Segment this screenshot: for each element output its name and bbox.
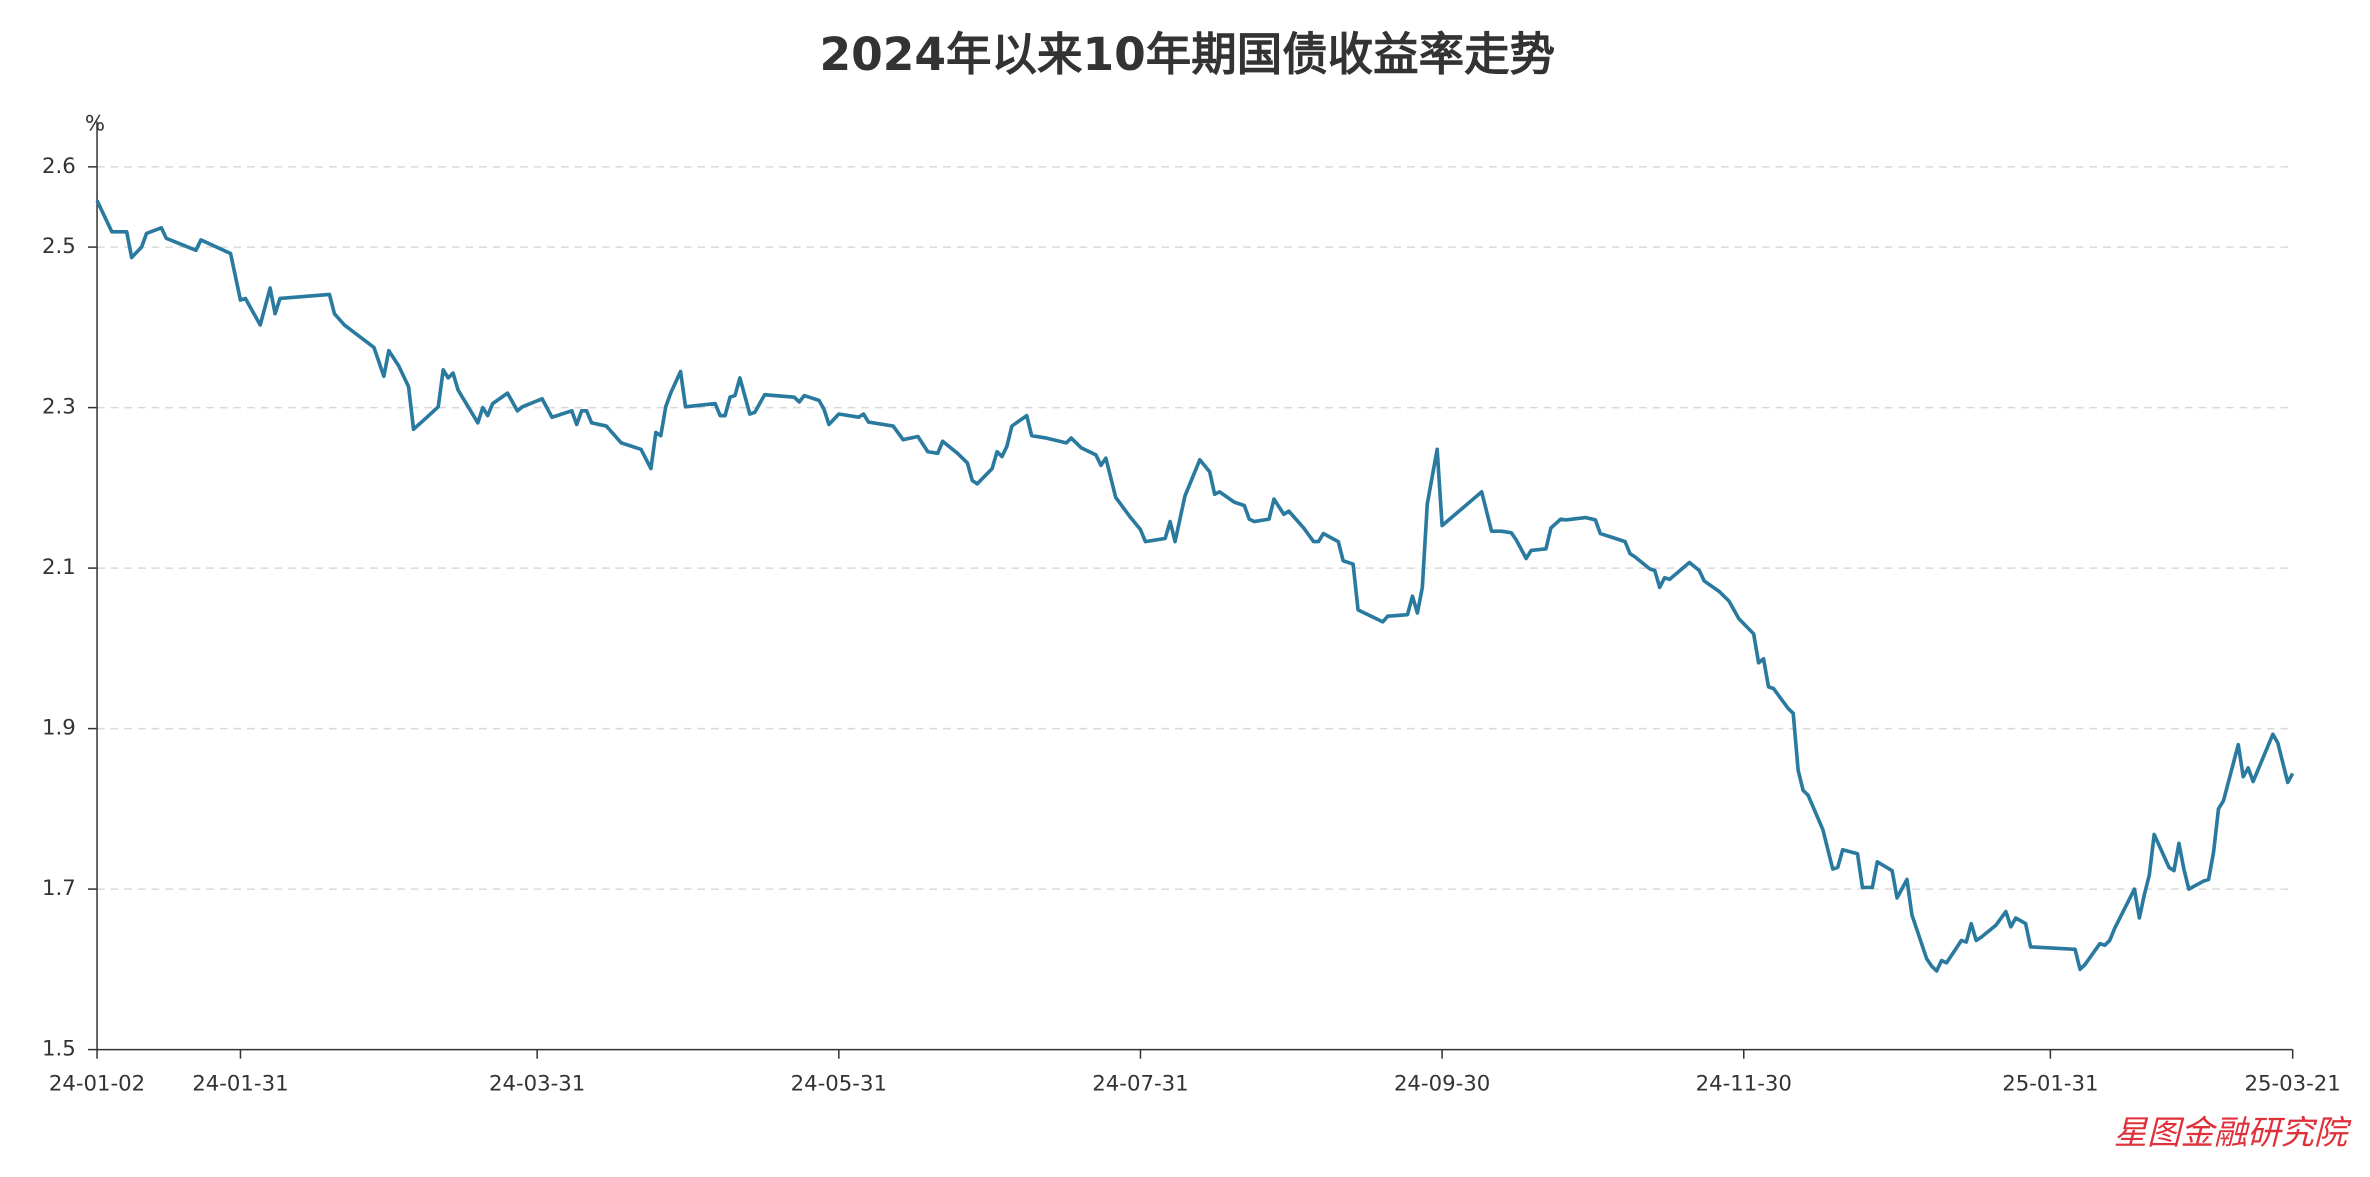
- y-tick-label: 1.9: [42, 716, 76, 741]
- x-tick-label: 24-05-31: [791, 1071, 887, 1096]
- y-tick-label: 1.5: [42, 1037, 76, 1062]
- y-tick-label: 2.3: [42, 395, 76, 420]
- y-tick-label: 1.7: [42, 876, 76, 901]
- x-tick-label: 24-11-30: [1696, 1071, 1792, 1096]
- x-tick-label: 24-09-30: [1394, 1071, 1490, 1096]
- y-tick-label: 2.5: [42, 234, 76, 259]
- x-tick-label: 24-07-31: [1092, 1071, 1188, 1096]
- data-line: [95, 199, 2295, 973]
- x-tick-label: 24-01-31: [192, 1071, 288, 1096]
- x-tick-label: 24-03-31: [489, 1071, 585, 1096]
- x-tick-label: 25-03-21: [2245, 1071, 2341, 1096]
- y-axis-unit: %: [85, 111, 105, 136]
- watermark: 星图金融研究院: [2114, 1113, 2352, 1152]
- x-tick-label: 25-01-31: [2002, 1071, 2098, 1096]
- x-tick-label: 24-01-02: [49, 1071, 145, 1096]
- chart-title: 2024年以来10年期国债收益率走势: [819, 28, 1555, 81]
- y-tick-label: 2.1: [42, 555, 76, 580]
- y-tick-label: 2.6: [42, 154, 76, 179]
